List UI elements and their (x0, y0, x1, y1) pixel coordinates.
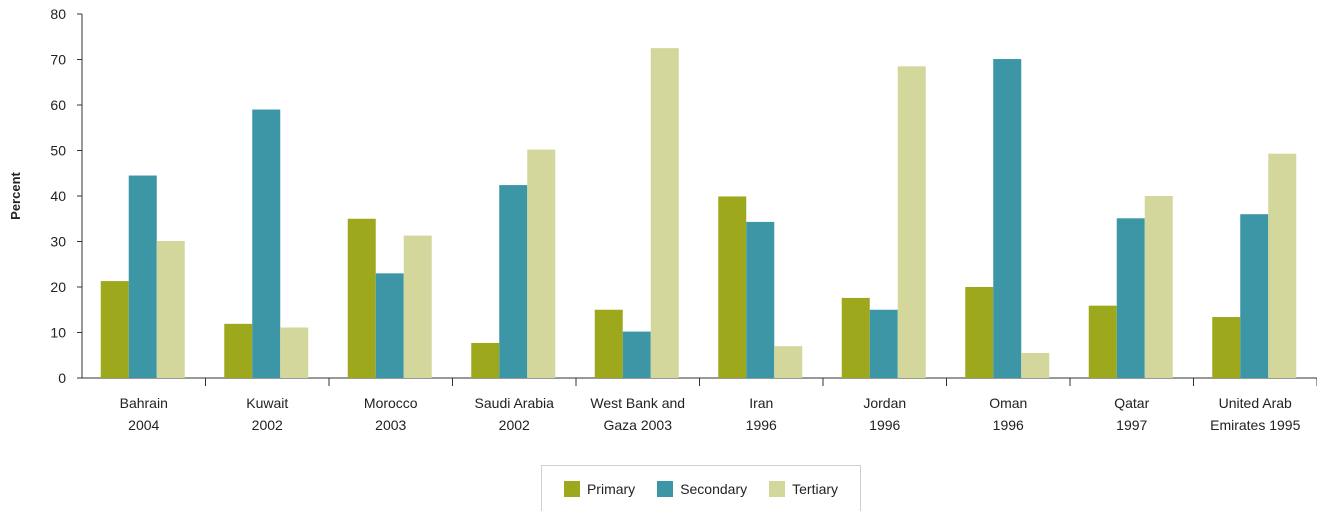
bar-tertiary (280, 327, 309, 378)
legend-label-tertiary: Tertiary (792, 480, 839, 497)
bar-tertiary (1268, 153, 1297, 378)
bar-secondary (869, 309, 898, 378)
legend-item-primary: Primary (563, 480, 636, 497)
bar-secondary (1116, 218, 1145, 378)
bar-primary (594, 309, 623, 378)
y-tick-label: 70 (50, 52, 66, 68)
y-tick-label: 10 (50, 325, 66, 341)
legend-item-tertiary: Tertiary (769, 480, 839, 497)
x-category-label: 2004 (128, 417, 159, 433)
bar-secondary (622, 331, 651, 378)
x-category-label: Kuwait (246, 395, 288, 411)
legend-swatch-secondary (657, 480, 674, 497)
x-category-label: Jordan (863, 395, 906, 411)
legend-swatch-primary (563, 480, 580, 497)
bar-primary (347, 218, 376, 378)
bar-primary (1212, 317, 1241, 378)
y-tick-label: 80 (50, 6, 66, 22)
bar-secondary (746, 221, 775, 378)
bar-tertiary (897, 66, 926, 378)
bar-tertiary (774, 346, 803, 378)
x-category-label: Emirates 1995 (1210, 417, 1300, 433)
bar-secondary (128, 175, 157, 378)
bar-secondary (1240, 214, 1269, 378)
bar-tertiary (1144, 196, 1173, 378)
x-category-label: 1996 (746, 417, 777, 433)
y-tick-label: 0 (58, 370, 66, 386)
x-category-label: 1996 (993, 417, 1024, 433)
x-category-label: Iran (749, 395, 773, 411)
y-tick-label: 40 (50, 188, 66, 204)
x-category-label: 2003 (375, 417, 406, 433)
y-tick-label: 20 (50, 279, 66, 295)
bar-secondary (993, 59, 1022, 379)
bar-primary (100, 281, 129, 378)
x-category-label: Saudi Arabia (475, 395, 555, 411)
y-tick-label: 30 (50, 234, 66, 250)
y-tick-label: 50 (50, 143, 66, 159)
legend-label-secondary: Secondary (680, 480, 748, 497)
bar-secondary (499, 185, 528, 378)
x-category-label: 1997 (1116, 417, 1147, 433)
y-axis-label: Percent (8, 171, 23, 219)
bar-tertiary (403, 235, 432, 378)
legend-item-secondary: Secondary (657, 480, 748, 497)
bar-tertiary (527, 149, 556, 378)
x-category-label: United Arab (1219, 395, 1292, 411)
bar-tertiary (156, 241, 185, 378)
bar-tertiary (1021, 352, 1050, 378)
x-category-label: West Bank and (590, 395, 685, 411)
bar-primary (841, 297, 870, 378)
legend-swatch-tertiary (769, 480, 786, 497)
x-category-label: Bahrain (120, 395, 168, 411)
legend: Primary Secondary Tertiary (541, 465, 861, 511)
bar-tertiary (650, 48, 679, 378)
bar-primary (471, 342, 500, 378)
x-category-label: Gaza 2003 (604, 417, 673, 433)
bar-primary (1088, 305, 1117, 378)
bar-secondary (252, 109, 281, 379)
x-category-label: 1996 (869, 417, 900, 433)
y-tick-label: 60 (50, 97, 66, 113)
x-category-label: Morocco (364, 395, 418, 411)
bar-primary (965, 287, 994, 378)
bar-primary (224, 323, 253, 378)
bar-secondary (375, 273, 404, 378)
x-category-label: Oman (989, 395, 1027, 411)
x-category-label: 2002 (252, 417, 283, 433)
legend-label-primary: Primary (586, 480, 636, 497)
bar-primary (718, 196, 747, 378)
x-category-label: 2002 (499, 417, 530, 433)
x-category-label: Qatar (1114, 395, 1149, 411)
